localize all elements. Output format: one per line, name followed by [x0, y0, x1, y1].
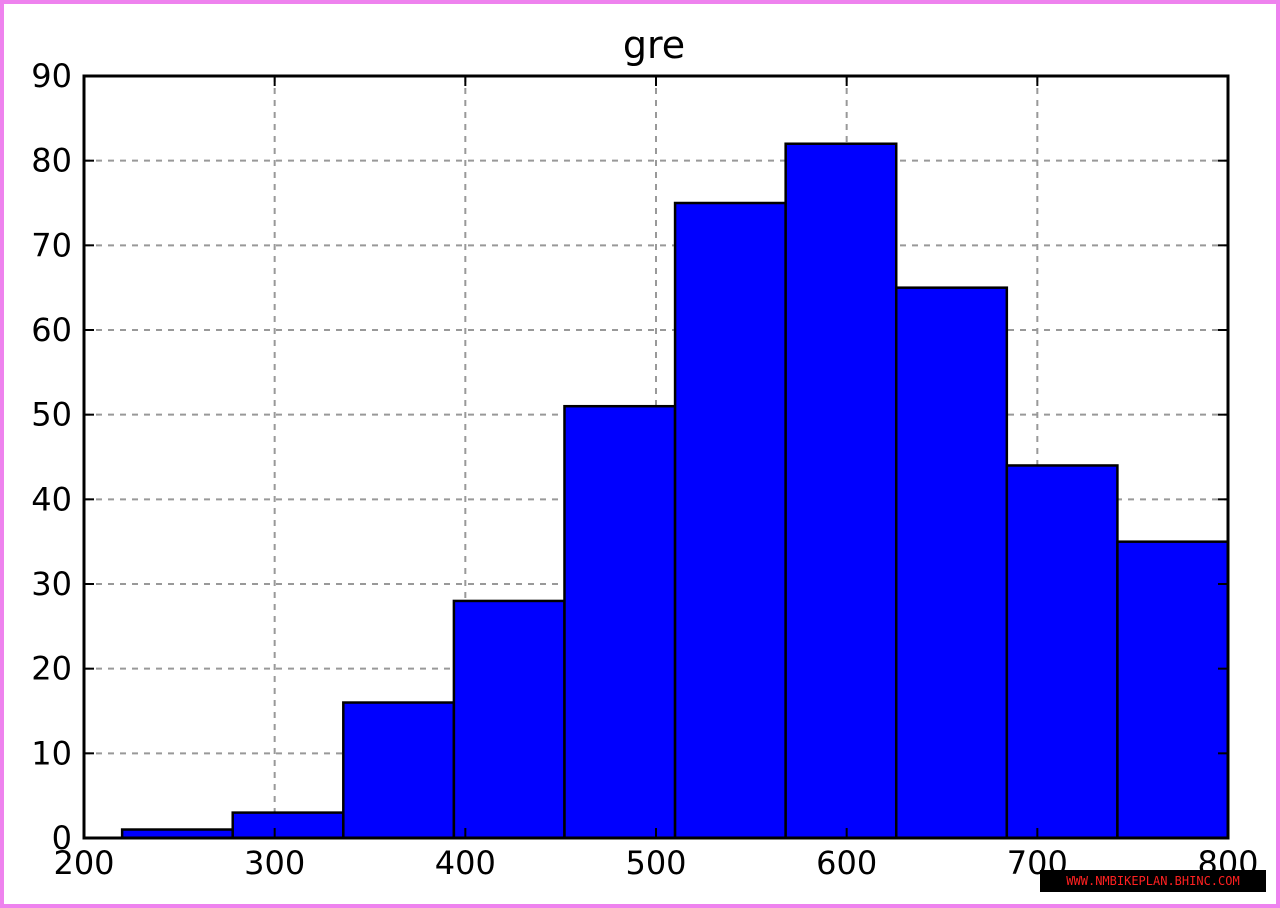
x-tick-label: 200: [53, 844, 114, 882]
y-tick-label: 40: [31, 480, 72, 518]
y-tick-label: 10: [31, 734, 72, 772]
bars: [120, 142, 1230, 840]
histogram-bar: [894, 286, 1009, 840]
x-tick-label: 300: [244, 844, 305, 882]
y-tick-label: 50: [31, 396, 72, 434]
histogram-bar: [452, 599, 566, 840]
histogram-bar: [563, 404, 677, 840]
y-tick-label: 80: [31, 142, 72, 180]
y-tick-label: 70: [31, 226, 72, 264]
axis-ticks: [83, 75, 1229, 839]
watermark-badge: WWW.NMBIKEPLAN.BHINC.COM: [1040, 870, 1266, 892]
histogram-bar: [231, 811, 345, 840]
histogram-bar: [1116, 540, 1230, 840]
y-tick-label: 60: [31, 311, 72, 349]
y-tick-label: 20: [31, 650, 72, 688]
x-tick-label: 400: [435, 844, 496, 882]
y-tick-label: 90: [31, 57, 72, 95]
y-tick-label: 0: [52, 819, 72, 857]
y-tick-label: 30: [31, 565, 72, 603]
chart-title: gre: [623, 23, 685, 67]
x-tick-label: 600: [816, 844, 877, 882]
histogram-bar: [342, 701, 456, 840]
histogram-bar: [673, 201, 787, 840]
histogram-bar: [784, 142, 898, 840]
y-tick-labels: 0 10 20 30 40 50 60 70 80 90: [31, 57, 72, 857]
x-tick-label: 500: [625, 844, 686, 882]
histogram-bar: [1005, 464, 1119, 840]
